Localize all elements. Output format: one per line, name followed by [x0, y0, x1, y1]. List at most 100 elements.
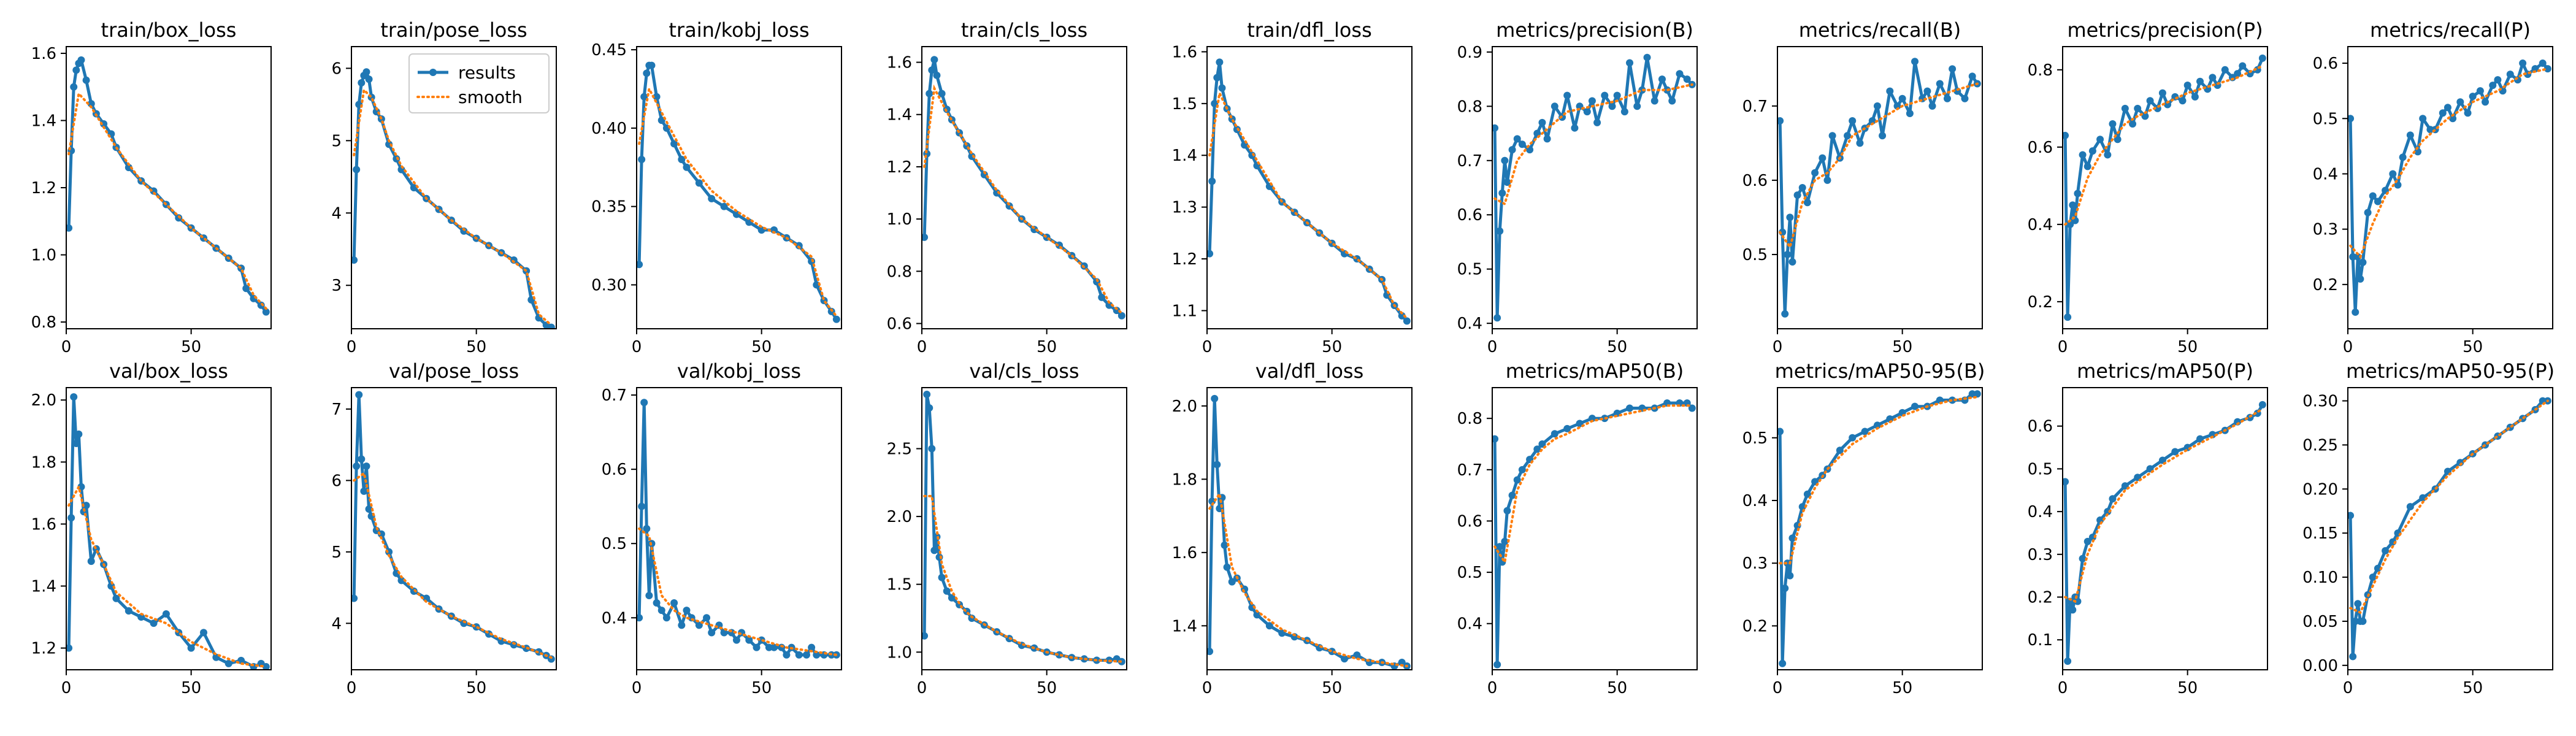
y-tick-label: 0.1 [2028, 631, 2053, 650]
results-point [77, 483, 85, 491]
results-point [1117, 312, 1125, 320]
x-tick-label: 0 [1487, 679, 1498, 697]
results-point [2444, 104, 2451, 112]
panel-title: metrics/mAP50(B) [1506, 359, 1684, 383]
panel-train-box-loss: train/box_loss 0.8 1.0 1.2 1.4 1.6 0 50 [31, 18, 272, 356]
results-point [1873, 102, 1881, 110]
y-tick-label: 0.5 [1742, 429, 1768, 448]
y-tick-label: 0.5 [2028, 460, 2053, 478]
y-tick-label: 0.3 [2028, 546, 2053, 564]
results-point [1823, 176, 1831, 184]
results-point [1265, 622, 1273, 630]
results-point [2196, 435, 2204, 443]
results-point [1886, 87, 1894, 95]
results-point [2104, 151, 2112, 159]
smooth-line [2064, 64, 2264, 226]
x-tick-label: 50 [1322, 338, 1342, 356]
results-point [2096, 136, 2104, 144]
y-tick-label: 2.5 [887, 440, 912, 459]
results-point [643, 69, 651, 77]
smooth-line [2064, 407, 2264, 604]
results-point [1856, 139, 1864, 147]
smooth-line [1208, 89, 1408, 320]
smooth-line [353, 471, 553, 659]
results-point [1668, 97, 1676, 105]
results-point [2063, 478, 2069, 486]
x-tick-label: 50 [751, 679, 772, 697]
results-point [1626, 404, 1634, 412]
smooth-line [2349, 67, 2549, 259]
y-tick-label: 4 [331, 204, 342, 223]
panel-train-cls-loss: train/cls_loss 0.6 0.8 1.0 1.2 1.4 1.6 0 50 [887, 18, 1127, 356]
y-tick-label: 0.9 [1457, 44, 1482, 62]
axes-frame [1777, 387, 1983, 670]
results-point [1868, 117, 1876, 125]
y-tick-label: 1.5 [1172, 95, 1197, 113]
results-point [795, 651, 803, 659]
results-point [1788, 258, 1796, 266]
panel-metrics-map50-b: metrics/mAP50(B) 0.4 0.5 0.6 0.7 0.8 0 50 [1457, 359, 1698, 697]
results-point [187, 644, 195, 652]
results-point [365, 505, 373, 513]
results-point [510, 641, 518, 649]
results-point [1777, 427, 1784, 435]
results-point [1571, 124, 1579, 132]
plot-area [66, 393, 270, 670]
results-point [1207, 250, 1214, 258]
results-point [2382, 546, 2390, 554]
x-tick-label: 0 [61, 338, 72, 356]
results-point [1788, 534, 1796, 542]
results-point [708, 629, 716, 637]
y-tick-label: 0.10 [2302, 569, 2338, 587]
results-point [2064, 657, 2072, 665]
results-point [783, 651, 791, 659]
y-tick-label: 0.6 [1742, 172, 1768, 190]
results-point [72, 439, 80, 447]
results-point [67, 514, 75, 522]
results-point [926, 90, 933, 98]
y-tick-label: 1.6 [887, 54, 912, 72]
results-point [1207, 648, 1214, 656]
x-tick-label: 0 [632, 338, 642, 356]
results-point [2239, 62, 2247, 70]
results-point [2121, 104, 2129, 112]
results-point [397, 577, 405, 585]
results-line [1493, 401, 1694, 667]
results-point [2109, 120, 2117, 128]
x-tick-label: 0 [347, 338, 357, 356]
y-tick-label: 2.0 [1172, 397, 1197, 416]
y-tick-label: 0.8 [887, 263, 912, 281]
results-point [745, 636, 753, 644]
results-point [1341, 655, 1349, 663]
plot-area [1207, 394, 1411, 670]
results-point [1588, 97, 1596, 105]
results-point [1844, 132, 1852, 140]
results-point [2352, 308, 2359, 316]
results-point [938, 573, 946, 581]
x-tick-label: 0 [2058, 679, 2068, 697]
smooth-line [353, 87, 553, 327]
x-tick-label: 50 [1607, 338, 1627, 356]
results-point [1879, 132, 1887, 140]
results-point [1779, 659, 1787, 667]
y-tick-label: 3 [331, 277, 342, 295]
results-point [2449, 115, 2457, 123]
panel-title: train/cls_loss [961, 18, 1087, 42]
y-tick-label: 0.30 [2302, 393, 2338, 411]
x-tick-label: 0 [2343, 679, 2353, 697]
axes-frame [66, 387, 272, 670]
results-point [720, 202, 728, 210]
axes-frame [66, 46, 272, 329]
results-point [362, 462, 370, 470]
x-tick-label: 50 [1037, 679, 1057, 697]
results-point [75, 430, 83, 438]
legend: results smooth [408, 53, 550, 113]
y-tick-label: 0.2 [2313, 276, 2338, 294]
x-tick-label: 50 [1322, 679, 1342, 697]
results-point [653, 599, 661, 607]
y-tick-label: 0.20 [2302, 480, 2338, 499]
y-tick-label: 0.45 [591, 41, 627, 59]
results-point [928, 66, 936, 74]
results-line [2348, 61, 2550, 314]
